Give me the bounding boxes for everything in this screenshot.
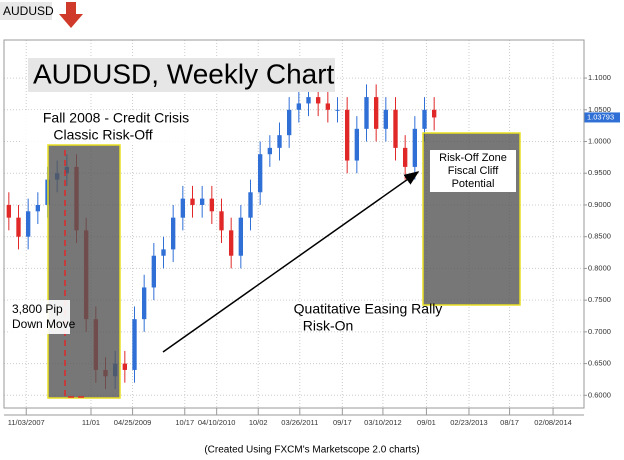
x-tick-label: 03/10/2012 <box>364 418 402 427</box>
candle-body <box>354 128 360 161</box>
candle-body <box>383 109 389 129</box>
rally-arrow <box>162 171 420 353</box>
annotation: Classic Risk-Off <box>53 127 152 143</box>
candle-body <box>306 97 311 104</box>
candle-body <box>228 230 234 256</box>
y-tick-label: 0.9500 <box>588 168 611 177</box>
risk-zone-box <box>430 150 516 192</box>
down-arrow-icon <box>59 2 83 28</box>
crisis-label-box <box>22 110 210 144</box>
candle-body <box>402 147 408 167</box>
annotation: Quatitative Easing Rally <box>294 301 443 317</box>
x-tick-label: 02/23/2013 <box>450 418 488 427</box>
x-tick-label: 02/08/2014 <box>534 418 572 427</box>
x-tick-label: 11/01 <box>82 418 100 427</box>
candle-body <box>238 217 244 256</box>
last-price-box <box>584 112 620 123</box>
annotation: Fiscal Cliff <box>448 165 499 177</box>
annotation: Risk-Off Zone <box>439 152 507 164</box>
candle-body <box>422 109 427 129</box>
candle-body <box>277 135 282 148</box>
y-tick-label: 1.0000 <box>588 137 611 146</box>
candle-body <box>16 217 21 237</box>
x-tick-label: 08/17 <box>500 418 519 427</box>
y-tick-label: 0.8000 <box>588 263 611 272</box>
annotation: Risk-On <box>303 318 354 334</box>
x-tick-label: 03/26/2011 <box>281 418 318 427</box>
plot-frame <box>3 39 585 409</box>
candle-body <box>161 249 166 256</box>
last-price-label: 1.03793 <box>587 112 614 121</box>
annotation: Down Move <box>12 317 76 331</box>
candle-body <box>364 97 369 129</box>
x-tick-label: 10/02 <box>249 418 268 427</box>
chart-title: AUDUSD, Weekly Chart <box>33 58 335 89</box>
candle-body <box>315 97 321 104</box>
y-tick-label: 0.7500 <box>588 295 611 304</box>
candle-body <box>180 198 186 218</box>
candle-body <box>325 103 331 110</box>
candle-body <box>267 147 273 155</box>
candle-body <box>248 192 253 218</box>
annotation: 3,800 Pip <box>12 302 63 316</box>
title-box <box>28 58 335 92</box>
x-tick-label: 11/03/2007 <box>8 418 45 427</box>
candle-body <box>344 109 350 161</box>
y-tick-label: 1.0500 <box>588 105 611 114</box>
candle-body <box>122 363 128 370</box>
symbol-box <box>0 2 52 20</box>
y-tick-label: 0.8500 <box>588 232 611 241</box>
symbol: AUDUSD <box>3 4 54 18</box>
candle-body <box>257 154 263 193</box>
candle-body <box>132 319 137 370</box>
candle-body <box>25 211 31 237</box>
y-tick-label: 1.1000 <box>588 73 611 82</box>
x-tick-label: 04/10/2010 <box>198 418 236 427</box>
candle-body <box>209 198 215 212</box>
y-tick-label: 0.6000 <box>588 390 611 399</box>
candle-body <box>219 211 224 231</box>
y-tick-label: 0.6500 <box>588 359 611 368</box>
down-move-line <box>64 150 85 398</box>
candle-body <box>199 198 205 205</box>
candle-body <box>286 109 292 136</box>
y-tick-label: 0.9000 <box>588 200 611 209</box>
candle-body <box>35 204 41 212</box>
x-tick-label: 04/25/2009 <box>114 418 152 427</box>
crisis-zone <box>47 144 121 399</box>
candle-body <box>151 255 157 288</box>
annotation: Potential <box>452 178 495 190</box>
candle-body <box>335 109 340 111</box>
candle-body <box>393 109 398 148</box>
candle-body <box>296 103 302 110</box>
down-move-box <box>8 300 70 334</box>
annotation: Fall 2008 - Credit Crisis <box>43 110 189 126</box>
candle-body <box>412 128 418 167</box>
footer: (Created Using FXCM's Marketscope 2.0 ch… <box>204 445 419 456</box>
candle-body <box>6 204 12 218</box>
candle-body <box>141 287 147 320</box>
candle-body <box>170 217 176 250</box>
candle-body <box>373 97 379 129</box>
y-tick-label: 0.7000 <box>588 327 611 336</box>
x-tick-label: 10/17 <box>175 418 194 427</box>
candle-body <box>431 109 437 118</box>
candle-body <box>190 198 195 205</box>
x-tick-label: 09/17 <box>333 418 352 427</box>
x-tick-label: 09/01 <box>417 418 436 427</box>
